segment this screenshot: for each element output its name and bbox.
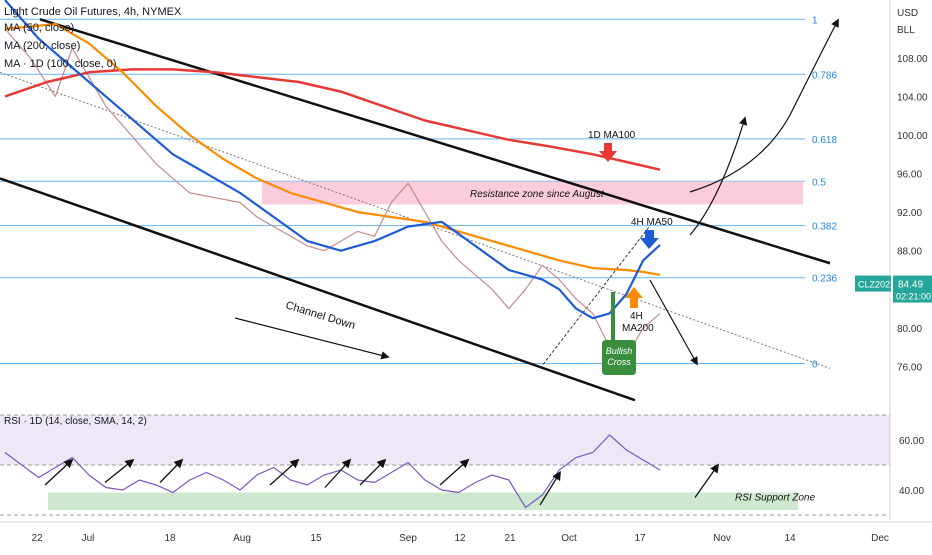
resistance-zone xyxy=(262,181,803,205)
price-tick-label: 92.00 xyxy=(897,208,922,219)
rsi-title[interactable]: RSI · 1D (14, close, SMA, 14, 2) xyxy=(4,416,147,427)
price-tick-label: 104.00 xyxy=(897,92,928,103)
rsi-support-zone xyxy=(48,492,798,510)
rsi-arrow xyxy=(694,463,720,498)
chart-title: Light Crude Oil Futures, 4h, NYMEX xyxy=(4,6,182,18)
time-tick-label: 14 xyxy=(784,533,796,544)
ma50-4h-line xyxy=(4,0,661,320)
rsi-arrow xyxy=(324,458,352,488)
legend-ma50[interactable]: MA (50, close) xyxy=(4,22,75,34)
countdown-label: 02:21:00 xyxy=(896,292,931,302)
symbol-tag[interactable] xyxy=(855,275,891,292)
projection-arrow-down xyxy=(649,279,698,366)
channel-label: Channel Down xyxy=(284,299,357,332)
ma100-down-arrow xyxy=(599,143,617,162)
time-tick-label: 21 xyxy=(504,533,516,544)
fib-level-label: 0 xyxy=(812,360,818,371)
ma100-1d-line xyxy=(4,68,661,171)
currency-label-bll: BLL xyxy=(897,25,915,36)
ma200-4h-label-2: MA200 xyxy=(622,323,654,334)
symbol-label: CLZ2022 xyxy=(858,280,895,290)
fib-level-label: 0.786 xyxy=(812,70,837,81)
price-tick-label: 76.00 xyxy=(897,362,922,373)
time-tick-label: 15 xyxy=(310,533,322,544)
time-tick-label: Jul xyxy=(82,533,95,544)
fib-level-label: 0.382 xyxy=(812,222,837,233)
price-line xyxy=(4,28,661,358)
ma100-1d-label: 1D MA100 xyxy=(588,130,636,141)
channel-label-group: Channel Down xyxy=(284,299,357,332)
ma200-4h-line xyxy=(4,23,661,276)
rsi-arrow xyxy=(539,470,561,506)
rsi-tick-label: 40.00 xyxy=(899,486,924,497)
legend-ma100-1d[interactable]: MA · 1D (100, close, 0) xyxy=(4,58,117,70)
rsi-arrow xyxy=(44,458,74,486)
bullish-cross-callout xyxy=(602,292,636,375)
fib-level-label: 0.236 xyxy=(812,274,837,285)
channel-arrow xyxy=(234,317,390,360)
last-price-label: 84.49 xyxy=(898,280,923,291)
time-tick-label: Sep xyxy=(399,533,417,544)
time-tick-label: Dec xyxy=(871,533,889,544)
price-tick-label: 108.00 xyxy=(897,54,928,65)
bullish-cross-label-1: Bullish xyxy=(606,346,633,356)
channel-lower-line xyxy=(0,177,636,402)
price-tick-label: 80.00 xyxy=(897,324,922,335)
time-tick-label: 18 xyxy=(164,533,176,544)
time-tick-label: Nov xyxy=(713,533,731,544)
time-tick-label: 12 xyxy=(454,533,466,544)
time-tick-label: 22 xyxy=(31,533,43,544)
fib-level-label: 1 xyxy=(812,15,818,26)
ma200-up-arrow xyxy=(625,287,643,308)
resistance-zone-label: Resistance zone since August xyxy=(470,189,605,200)
time-tick-label: 17 xyxy=(634,533,646,544)
rsi-band xyxy=(0,415,890,465)
rsi-arrow xyxy=(159,458,184,483)
legend-ma200[interactable]: MA (200, close) xyxy=(4,40,81,52)
rsi-arrow xyxy=(269,458,300,486)
fib-level-label: 0.5 xyxy=(812,177,826,188)
channel-upper-line xyxy=(39,18,831,265)
ma200-4h-label-1: 4H xyxy=(630,311,643,322)
rsi-tick-label: 60.00 xyxy=(899,436,924,447)
time-tick-label: Oct xyxy=(561,533,577,544)
price-tick-label: 100.00 xyxy=(897,131,928,142)
support-trendline xyxy=(539,225,651,369)
price-tick-label: 96.00 xyxy=(897,170,922,181)
bullish-cross-label-2: Cross xyxy=(607,357,631,367)
ma50-down-arrow xyxy=(640,230,659,249)
rsi-arrow xyxy=(439,458,470,486)
rsi-arrow xyxy=(359,458,387,486)
rsi-arrow xyxy=(104,458,135,484)
rsi-line xyxy=(4,434,661,509)
rsi-support-zone-label: RSI Support Zone xyxy=(735,493,815,504)
ma50-4h-label: 4H MA50 xyxy=(631,217,673,228)
fib-level-label: 0.618 xyxy=(812,135,837,146)
currency-label-usd: USD xyxy=(897,8,918,19)
last-price-tag xyxy=(893,275,932,303)
time-tick-label: Aug xyxy=(233,533,251,544)
projection-arrow-high xyxy=(689,18,839,193)
projection-arrow-mid xyxy=(689,116,748,236)
price-tick-label: 88.00 xyxy=(897,247,922,258)
